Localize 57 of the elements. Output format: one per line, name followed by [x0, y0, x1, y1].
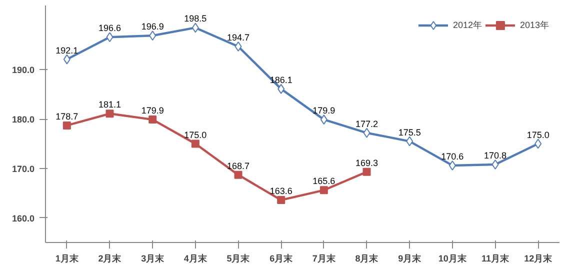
y-tick-label: 160.0 — [12, 213, 35, 224]
y-tick-label: 170.0 — [12, 164, 35, 174]
y-tick-label: 190.0 — [12, 65, 35, 76]
x-tick-label: 3月末 — [141, 254, 166, 264]
data-label: 198.5 — [184, 14, 207, 24]
point — [149, 30, 156, 41]
data-label: 169.3 — [355, 158, 378, 168]
point — [320, 114, 328, 125]
x-tick-label: 5月末 — [226, 254, 251, 264]
point — [320, 186, 328, 194]
data-label: 163.6 — [270, 186, 292, 196]
x-tick-label: 8月末 — [355, 254, 380, 264]
point — [106, 110, 114, 118]
x-tick-label: 12月末 — [524, 254, 554, 264]
point — [492, 159, 499, 170]
data-label: 179.9 — [141, 106, 164, 116]
point — [362, 168, 371, 176]
point — [148, 116, 157, 124]
point — [534, 138, 542, 149]
point — [277, 196, 286, 204]
data-label: 179.9 — [312, 106, 336, 116]
x-tick-label: 7月末 — [312, 254, 336, 264]
x-tick-label: 9月末 — [398, 254, 422, 264]
point — [234, 170, 242, 179]
data-label: 175.0 — [184, 130, 207, 140]
data-label: 192.1 — [56, 45, 78, 56]
point — [406, 136, 414, 146]
point — [448, 160, 456, 170]
data-label: 170.8 — [484, 150, 507, 160]
data-label: 181.1 — [98, 100, 122, 110]
x-tick-label: 1月末 — [55, 254, 80, 264]
x-tick-label: 4月末 — [184, 254, 208, 264]
data-label: 175.5 — [398, 127, 421, 138]
data-label: 170.6 — [441, 151, 464, 162]
data-label: 168.7 — [226, 160, 250, 171]
point — [234, 41, 242, 52]
data-label: 178.7 — [56, 111, 78, 122]
legend-label: 2012年 — [452, 18, 482, 32]
point — [63, 54, 70, 64]
y-tick-label: 180.0 — [12, 114, 35, 125]
data-label: 165.6 — [312, 176, 336, 186]
legend-label: 2013年 — [520, 18, 549, 32]
x-tick-label: 6月末 — [270, 254, 294, 264]
point — [363, 128, 370, 138]
data-label: 177.2 — [355, 118, 378, 129]
data-label: 194.7 — [226, 32, 250, 42]
point — [191, 140, 200, 148]
data-label: 196.6 — [98, 23, 122, 34]
point — [106, 32, 114, 42]
x-tick-label: 2月末 — [98, 254, 122, 264]
point — [278, 84, 285, 94]
point — [192, 22, 199, 33]
x-tick-label: 11月末 — [481, 254, 510, 264]
x-tick-label: 10月末 — [438, 254, 468, 264]
data-label: 196.9 — [141, 22, 164, 32]
data-label: 175.0 — [526, 130, 550, 140]
point — [62, 121, 71, 130]
